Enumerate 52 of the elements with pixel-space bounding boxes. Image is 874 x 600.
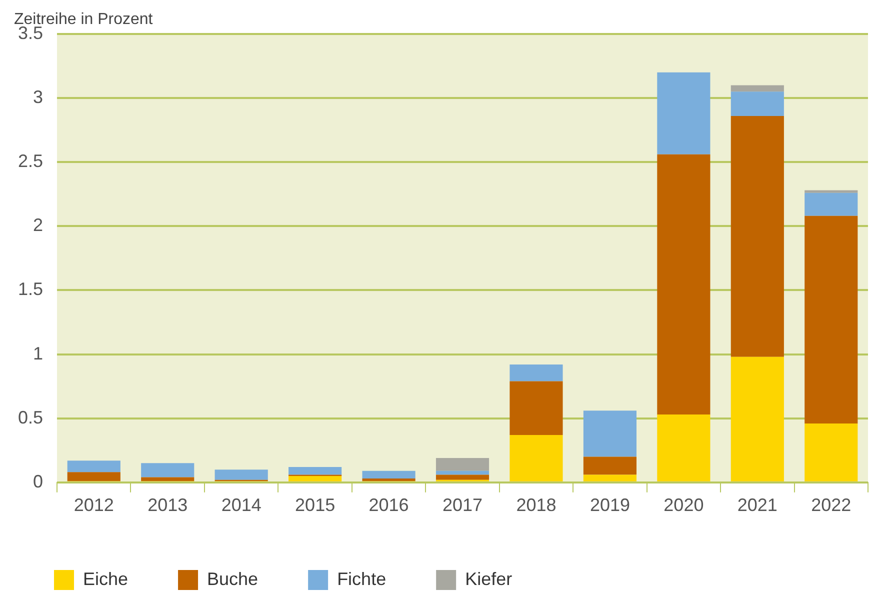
bar bbox=[288, 467, 342, 475]
bar bbox=[657, 72, 710, 154]
x-tick-label: 2015 bbox=[295, 495, 336, 516]
y-tick-label: 2.5 bbox=[18, 151, 44, 172]
x-tick-label: 2017 bbox=[442, 495, 483, 516]
bar bbox=[141, 477, 194, 482]
y-axis-title: Zeitreihe in Prozent bbox=[14, 11, 154, 28]
bar bbox=[804, 190, 858, 193]
bar bbox=[583, 474, 637, 482]
bar bbox=[436, 474, 490, 480]
bar bbox=[804, 192, 858, 216]
y-tick-label: 2 bbox=[33, 215, 44, 236]
legend-label: Fichte bbox=[337, 568, 386, 589]
legend-label: Eiche bbox=[83, 568, 128, 589]
x-tick-label: 2018 bbox=[516, 495, 556, 516]
y-tick-label: 3 bbox=[33, 87, 44, 108]
bar bbox=[730, 92, 784, 116]
x-tick-label: 2016 bbox=[368, 495, 409, 516]
bar bbox=[510, 364, 563, 382]
bar bbox=[67, 460, 120, 472]
bar bbox=[362, 470, 416, 479]
x-tick-label: 2014 bbox=[221, 495, 262, 516]
bar bbox=[362, 478, 416, 482]
bar bbox=[804, 216, 858, 424]
y-tick-label: 1 bbox=[33, 343, 44, 364]
bar bbox=[141, 463, 194, 478]
bar bbox=[730, 356, 784, 482]
bar bbox=[583, 456, 637, 475]
x-tick-label: 2012 bbox=[74, 495, 114, 516]
bar bbox=[583, 410, 637, 457]
legend-label: Buche bbox=[207, 568, 258, 589]
x-tick-label: 2013 bbox=[148, 495, 188, 516]
bar bbox=[730, 85, 784, 92]
x-tick-label: 2021 bbox=[737, 495, 778, 516]
bar bbox=[214, 470, 268, 480]
bar bbox=[730, 116, 784, 357]
bar bbox=[67, 472, 120, 482]
y-tick-label: 0.5 bbox=[18, 407, 44, 428]
bar bbox=[510, 381, 563, 435]
legend-label: Kiefer bbox=[465, 568, 512, 589]
bar bbox=[436, 470, 490, 475]
bar bbox=[510, 435, 563, 482]
bar bbox=[436, 458, 490, 471]
x-tick-label: 2022 bbox=[811, 495, 852, 516]
bar bbox=[288, 476, 342, 482]
bar bbox=[657, 414, 710, 482]
y-tick-label: 1.5 bbox=[18, 279, 44, 300]
bar bbox=[804, 423, 858, 482]
x-tick-label: 2019 bbox=[590, 495, 630, 516]
y-tick-label: 0 bbox=[33, 471, 44, 492]
x-tick-label: 2020 bbox=[664, 495, 704, 516]
bar bbox=[657, 154, 710, 414]
